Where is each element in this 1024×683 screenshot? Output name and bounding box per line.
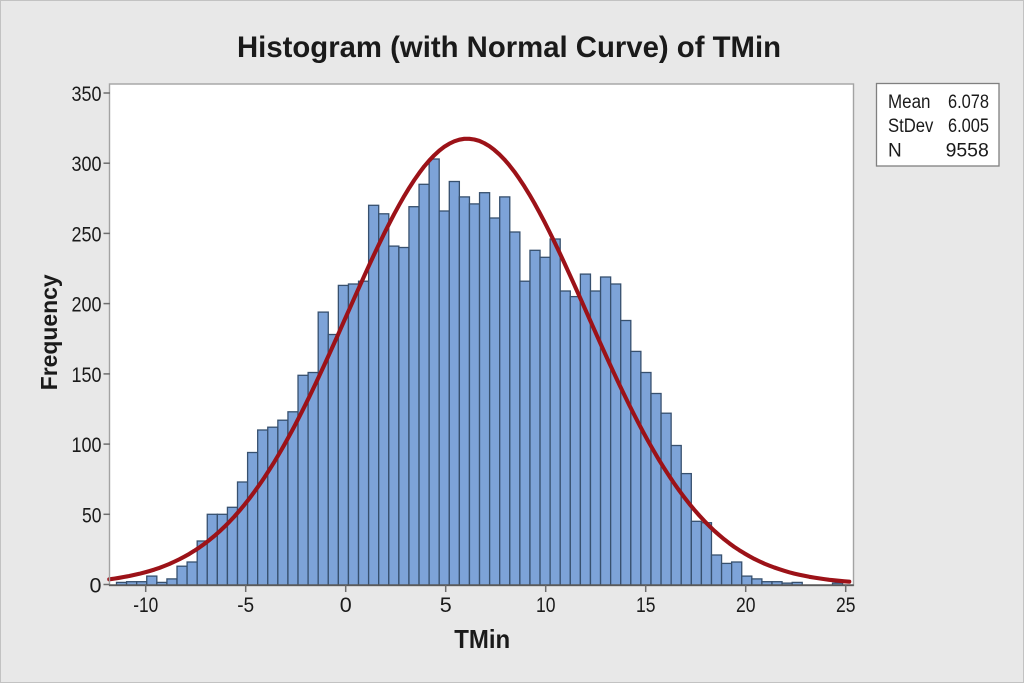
svg-text:5: 5: [440, 593, 452, 617]
svg-text:6.005: 6.005: [948, 116, 989, 137]
svg-text:250: 250: [72, 222, 102, 246]
svg-text:20: 20: [736, 593, 756, 617]
svg-text:TMin: TMin: [454, 624, 510, 654]
svg-text:9558: 9558: [946, 140, 989, 161]
svg-text:0: 0: [340, 593, 352, 617]
svg-text:15: 15: [636, 593, 656, 617]
svg-text:0: 0: [90, 574, 102, 598]
svg-text:25: 25: [836, 593, 856, 617]
svg-text:350: 350: [72, 82, 102, 106]
svg-text:300: 300: [72, 152, 102, 176]
svg-text:-10: -10: [133, 593, 158, 617]
svg-text:10: 10: [536, 593, 556, 617]
svg-text:100: 100: [72, 433, 102, 457]
svg-text:6.078: 6.078: [948, 92, 989, 113]
svg-text:N: N: [888, 140, 902, 161]
svg-text:-5: -5: [237, 593, 254, 617]
svg-text:Mean: Mean: [888, 92, 931, 113]
svg-text:Frequency: Frequency: [36, 274, 62, 390]
svg-text:150: 150: [72, 363, 102, 387]
svg-text:50: 50: [82, 503, 102, 527]
svg-text:StDev: StDev: [888, 116, 934, 137]
svg-text:200: 200: [72, 293, 102, 317]
svg-text:Histogram (with Normal Curve): Histogram (with Normal Curve) of TMin: [237, 31, 781, 64]
